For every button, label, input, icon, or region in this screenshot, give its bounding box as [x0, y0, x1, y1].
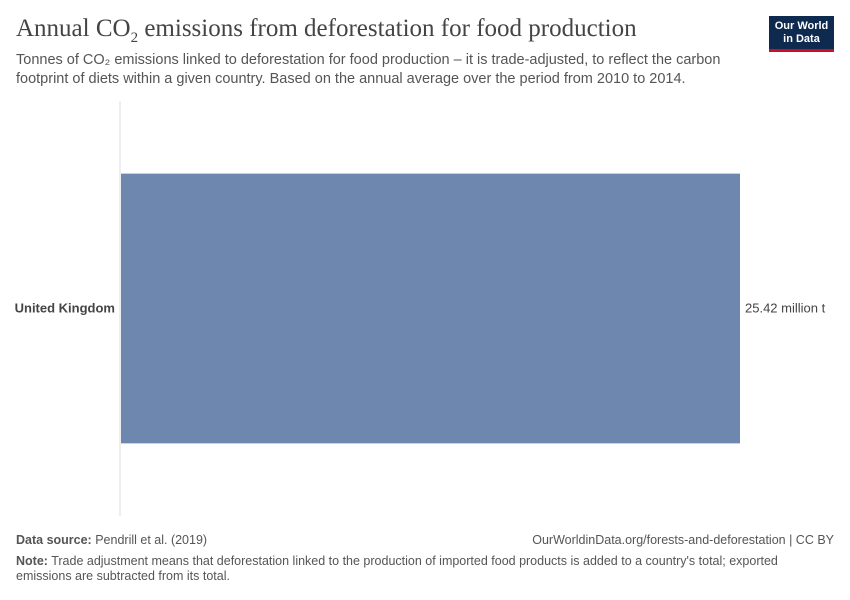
chart-subtitle: Tonnes of CO₂ emissions linked to defore… — [16, 52, 721, 87]
logo-line-2: in Data — [783, 33, 820, 45]
chart-title: Annual CO2 emissions from deforestation … — [16, 15, 637, 46]
data-source: Data source: Pendrill et al. (2019) — [16, 533, 208, 547]
owid-logo[interactable]: Our World in Data — [769, 16, 834, 52]
source-url-link[interactable]: OurWorldinData.org/forests-and-deforesta… — [532, 533, 834, 547]
logo-line-1: Our World — [774, 20, 829, 32]
data-source-link[interactable]: Pendrill et al. (2019) — [91, 533, 208, 547]
category-label: United Kingdom — [15, 301, 115, 316]
chart-note: Note: Trade adjustment means that defore… — [16, 554, 778, 583]
bar[interactable] — [121, 173, 740, 444]
value-label: 25.42 million t — [745, 301, 826, 316]
